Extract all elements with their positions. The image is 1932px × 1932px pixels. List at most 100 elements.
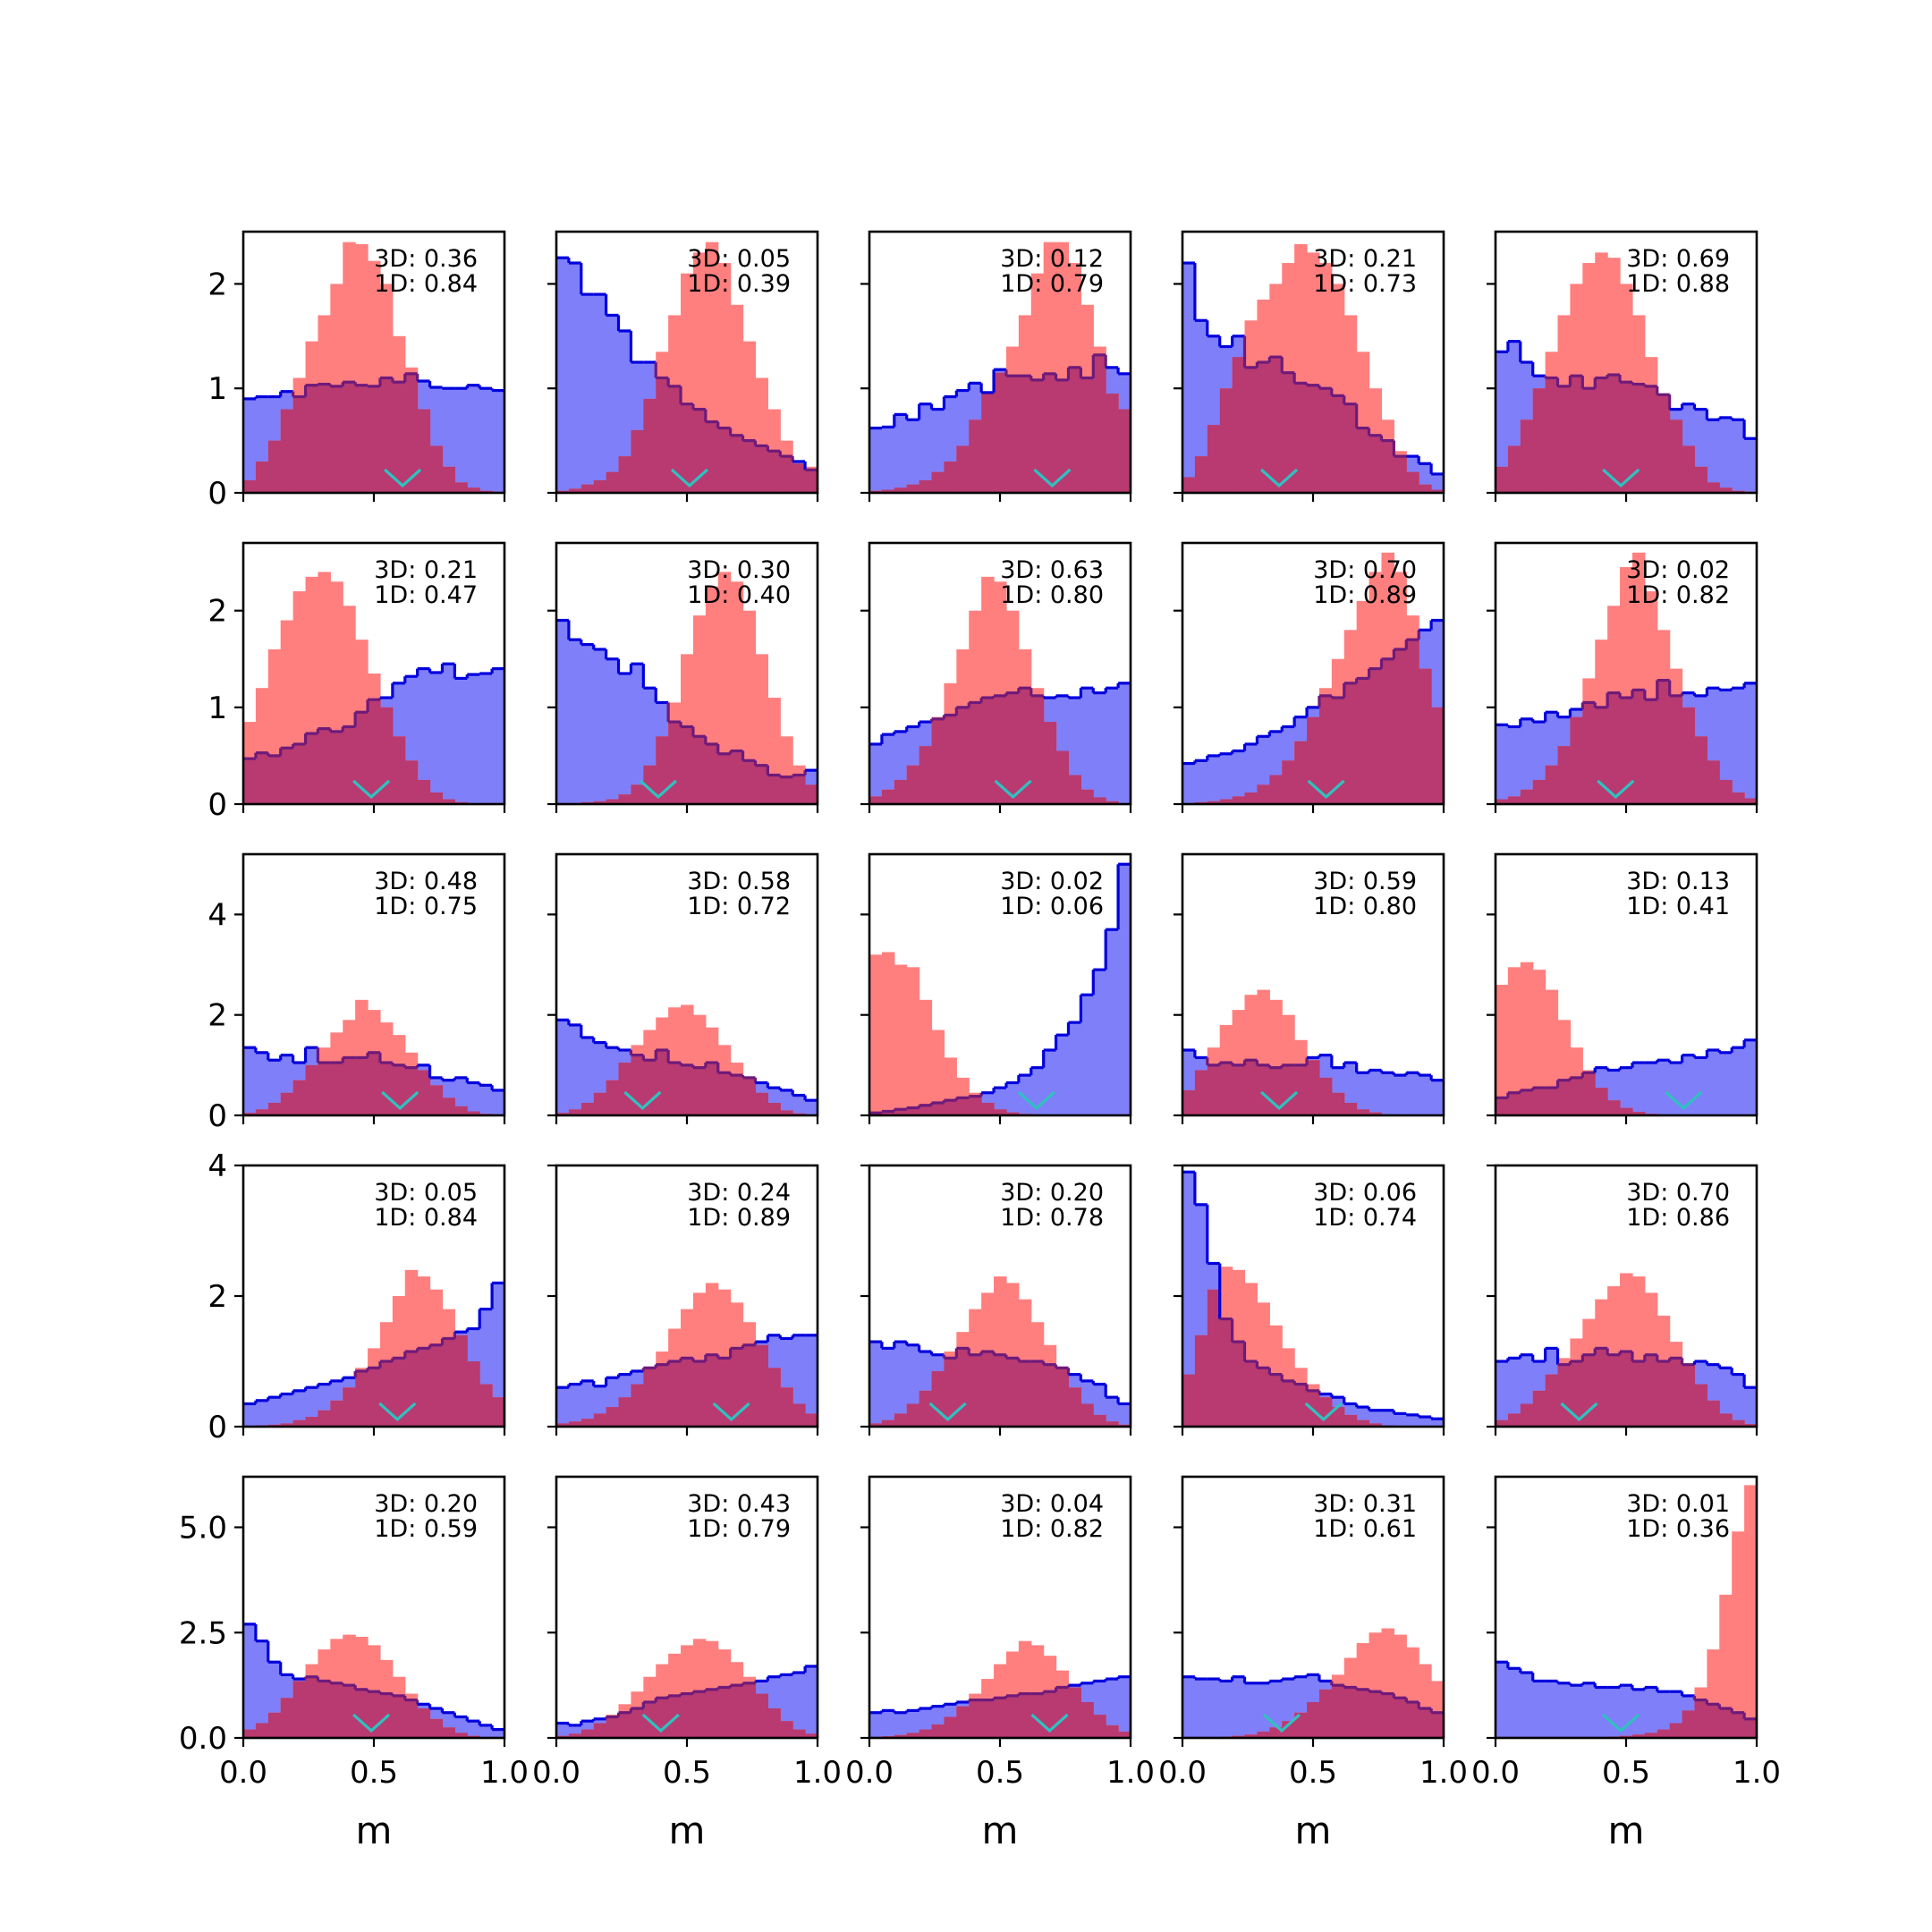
overlap-bar: [343, 1057, 356, 1115]
overlap-bar: [1030, 695, 1045, 804]
blue-bar: [894, 1342, 908, 1427]
overlap-bar: [981, 394, 995, 493]
red-bar: [894, 964, 908, 1115]
overlap-bar: [1707, 760, 1720, 804]
overlap-bar: [717, 1687, 732, 1738]
y-tick-label: 2: [208, 1279, 227, 1315]
overlap-bar: [593, 1723, 607, 1738]
overlap-bar: [243, 758, 257, 804]
blue-bar: [1080, 995, 1094, 1115]
blue-bar: [1419, 1417, 1432, 1427]
overlap-bar: [1570, 1077, 1583, 1115]
overlap-bar: [330, 1682, 343, 1738]
blue-bar: [479, 674, 493, 804]
overlap-bar: [1381, 658, 1394, 804]
overlap-bar: [1657, 394, 1671, 493]
overlap-bar: [1719, 1413, 1733, 1427]
overlap-bar: [467, 1111, 480, 1115]
overlap-bar: [1607, 375, 1621, 493]
overlap-bar: [1080, 1701, 1094, 1738]
overlap-bar: [919, 1729, 933, 1738]
annotation-3d: 3D: 0.04: [1000, 1490, 1104, 1518]
blue-bar: [869, 428, 883, 493]
overlap-bar: [1219, 1063, 1233, 1115]
x-tick-label: 1.0: [1419, 1755, 1468, 1791]
overlap-bar: [681, 726, 694, 804]
blue-bar: [1607, 1687, 1621, 1738]
marker-v: [1030, 1713, 1069, 1733]
overlap-bar: [956, 1706, 970, 1738]
blue-bar: [467, 674, 480, 804]
overlap-bar: [1068, 367, 1081, 493]
overlap-bar: [467, 487, 480, 493]
overlap-bar: [1368, 1691, 1383, 1738]
overlap-bar: [1431, 1712, 1445, 1738]
annotation-3d: 3D: 0.01: [1626, 1490, 1730, 1518]
x-tick-label: 0.5: [350, 1755, 398, 1791]
overlap-bar: [454, 1106, 468, 1115]
blue-bar: [631, 664, 644, 804]
blue-bar: [1106, 1397, 1119, 1427]
annotation-1d: 1D: 0.80: [1313, 893, 1417, 920]
overlap-bar: [1232, 1064, 1246, 1115]
blue-bar: [1631, 1063, 1646, 1115]
overlap-bar: [931, 718, 945, 804]
overlap-bar: [280, 409, 294, 493]
overlap-bar: [668, 722, 682, 804]
overlap-bar: [742, 1682, 757, 1738]
blue-bar: [1732, 419, 1745, 493]
red-bar: [1732, 1531, 1745, 1738]
overlap-bar: [1043, 722, 1057, 804]
blue-bar: [1182, 1172, 1196, 1427]
blue-bar: [593, 294, 607, 493]
overlap-bar: [1657, 680, 1671, 804]
y-tick-label: 0: [208, 1098, 227, 1134]
overlap-bar: [956, 1097, 970, 1115]
overlap-bar: [1219, 388, 1233, 493]
blue-bar: [1532, 1681, 1546, 1738]
overlap-bar: [442, 1338, 455, 1427]
overlap-bar: [1244, 792, 1258, 804]
overlap-bar: [1694, 1384, 1707, 1427]
annotation-1d: 1D: 0.80: [1000, 581, 1104, 609]
blue-bar: [1431, 1419, 1445, 1427]
overlap-bar: [429, 1344, 444, 1427]
overlap-bar: [1719, 1708, 1733, 1738]
overlap-bar: [1030, 1361, 1045, 1427]
overlap-bar: [1368, 668, 1383, 804]
overlap-bar: [1331, 1407, 1345, 1427]
blue-bar: [454, 1077, 468, 1115]
overlap-bar: [994, 1354, 1007, 1427]
overlap-bar: [1093, 1414, 1106, 1427]
overlap-bar: [1244, 1361, 1258, 1427]
overlap-bar: [1496, 1419, 1509, 1427]
overlap-bar: [618, 1712, 632, 1738]
blue-bar: [1431, 1080, 1445, 1115]
overlap-bar: [1669, 1723, 1683, 1738]
overlap-bar: [1282, 1064, 1295, 1115]
overlap-bar: [717, 1072, 732, 1115]
overlap-bar: [1318, 1077, 1333, 1115]
overlap-bar: [1331, 395, 1345, 493]
x-tick-label: 1.0: [1106, 1755, 1155, 1791]
blue-bar: [1707, 1050, 1720, 1115]
overlap-bar: [368, 699, 381, 804]
blue-bar: [255, 1640, 269, 1738]
blue-bar: [1620, 1067, 1633, 1115]
x-axis-label: m: [1608, 1809, 1645, 1852]
annotation-3d: 3D: 0.20: [374, 1490, 478, 1518]
blue-bar: [1744, 438, 1758, 493]
overlap-bar: [1732, 792, 1745, 804]
blue-bar: [618, 330, 632, 493]
overlap-bar: [568, 488, 582, 493]
overlap-bar: [1582, 388, 1596, 493]
overlap-bar: [956, 707, 970, 804]
blue-bar: [869, 1342, 883, 1427]
overlap-bar: [1257, 362, 1270, 493]
overlap-bar: [1005, 376, 1020, 493]
